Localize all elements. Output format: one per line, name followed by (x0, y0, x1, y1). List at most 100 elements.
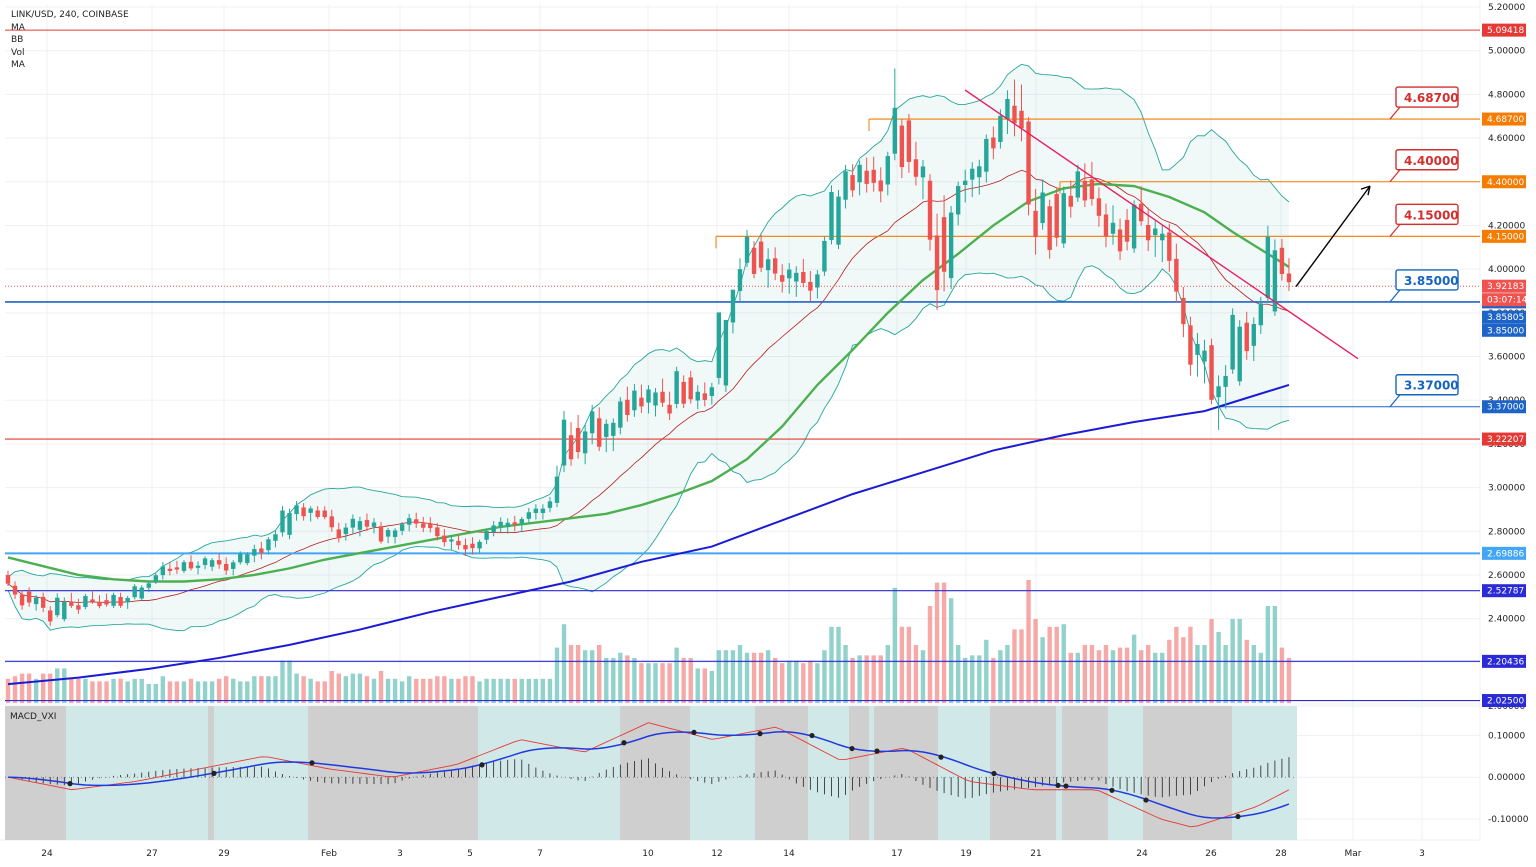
candle-body (146, 583, 151, 588)
candle-body (1202, 350, 1207, 362)
candle-body (589, 411, 595, 434)
indicator-ma[interactable]: MA (11, 22, 25, 33)
candle-body (104, 600, 109, 605)
candle-body (878, 180, 883, 192)
volume-bar (470, 676, 475, 703)
candle-body (1244, 322, 1249, 352)
time-tick-label: 29 (218, 849, 230, 859)
time-axis[interactable]: 24 27 29 Feb 3 5 7 10 12 14 17 19 21 24 26 28 Mar 3 (41, 849, 1425, 859)
candle-body (505, 522, 510, 528)
trend-drawings[interactable] (964, 89, 1371, 360)
candle-body (195, 565, 201, 568)
volume-bar (744, 652, 750, 703)
volume-bar (1117, 647, 1123, 703)
macd-cross-dot (1143, 797, 1149, 803)
time-tick-label: 10 (642, 849, 654, 859)
time-tick-label: 19 (960, 849, 972, 859)
candle-body (33, 597, 39, 605)
candle-body (737, 269, 743, 291)
volume-bar (568, 645, 574, 703)
candle-body (815, 274, 820, 288)
indicator-ma-2[interactable]: MA (11, 60, 25, 70)
volume-bar (1251, 645, 1256, 703)
volume-bar (751, 652, 757, 703)
macd-band (874, 706, 938, 840)
volume-bar (477, 681, 482, 703)
time-tick-label: 3 (1419, 849, 1425, 859)
candle-body (829, 192, 834, 241)
level-price-tag-bg (1482, 654, 1526, 668)
volume-bar (1068, 652, 1073, 703)
level-price-tag-bg (1482, 175, 1526, 189)
macd-pane-label[interactable]: MACD_VXI (10, 712, 57, 722)
macd-cross-dot (479, 762, 485, 768)
macd-cross-dot (849, 745, 855, 752)
volume-bar (575, 645, 581, 703)
candle-body (597, 418, 602, 447)
level-price-tag: 2.69886 (1487, 549, 1524, 559)
candle-body (1230, 314, 1235, 370)
candle-body (48, 610, 53, 622)
macd-band (1056, 706, 1062, 840)
bb-basis (7, 169, 1290, 603)
candle-body (1195, 343, 1200, 355)
candle-body (90, 599, 95, 602)
candle-body (1103, 214, 1109, 237)
horizontal-levels[interactable] (5, 29, 1480, 702)
macd-cross-dot (67, 781, 73, 787)
candle-body (998, 115, 1003, 143)
indicator-vol[interactable]: Vol (11, 47, 25, 58)
callout-pointer (1389, 223, 1401, 237)
time-tick-label: 24 (1136, 849, 1148, 859)
volume-bar (90, 681, 95, 703)
volume-bar (322, 681, 327, 703)
time-tick-label: 28 (1275, 849, 1287, 859)
volume-bar (1216, 632, 1221, 703)
callout-box (1395, 203, 1459, 226)
macd-band (1232, 706, 1297, 840)
price-tick-label: 4.80000 (1488, 90, 1525, 100)
candle-body (125, 598, 130, 603)
candle-body (456, 540, 461, 546)
candle-body (1124, 219, 1130, 242)
price-callouts[interactable]: 4.68700 4.40000 4.15000 3.85000 3.37000 (1389, 86, 1459, 408)
candle-body (1033, 210, 1038, 238)
volume-bar (955, 645, 961, 703)
candle-body (287, 512, 292, 535)
volume-bar (252, 676, 257, 703)
symbol-title[interactable]: LINK/USD, 240, COINBASE (11, 10, 129, 20)
volume-bar (449, 678, 454, 703)
candle-body (843, 171, 848, 200)
price-axis[interactable]: 5.20000 5.00000 4.80000 4.60000 4.40000 4.200… (1482, 3, 1529, 825)
volume-bar (118, 678, 123, 703)
volume-bar (561, 624, 567, 703)
volume-bar (787, 660, 792, 703)
candle-body (385, 530, 391, 537)
level-price-tag-bg (1482, 546, 1526, 560)
candle-body (1089, 179, 1095, 200)
volume-bar (1223, 645, 1228, 703)
level-price-tag-bg (1482, 23, 1526, 37)
candle-body (1181, 297, 1186, 325)
volume-bar (146, 684, 151, 703)
volume-bar (1054, 626, 1059, 703)
volume-bar (815, 663, 820, 703)
candle-body (709, 387, 715, 396)
volume-bar (1110, 650, 1116, 703)
candle-body (174, 567, 180, 570)
candle-body (83, 596, 88, 607)
candle-body (1082, 180, 1088, 201)
level-price-tag: 4.68700 (1487, 115, 1524, 125)
macd-signal-line (7, 730, 1290, 819)
candle-body (632, 390, 637, 411)
candle-body (442, 535, 447, 543)
volume-bar (1082, 645, 1088, 703)
candle-body (69, 601, 74, 606)
indicator-bb[interactable]: BB (11, 35, 24, 45)
candle-body (582, 431, 588, 454)
volume-bar (1061, 624, 1066, 703)
time-tick-label: 27 (146, 849, 157, 859)
volume-bar (772, 658, 778, 703)
volume-bar (878, 655, 883, 703)
